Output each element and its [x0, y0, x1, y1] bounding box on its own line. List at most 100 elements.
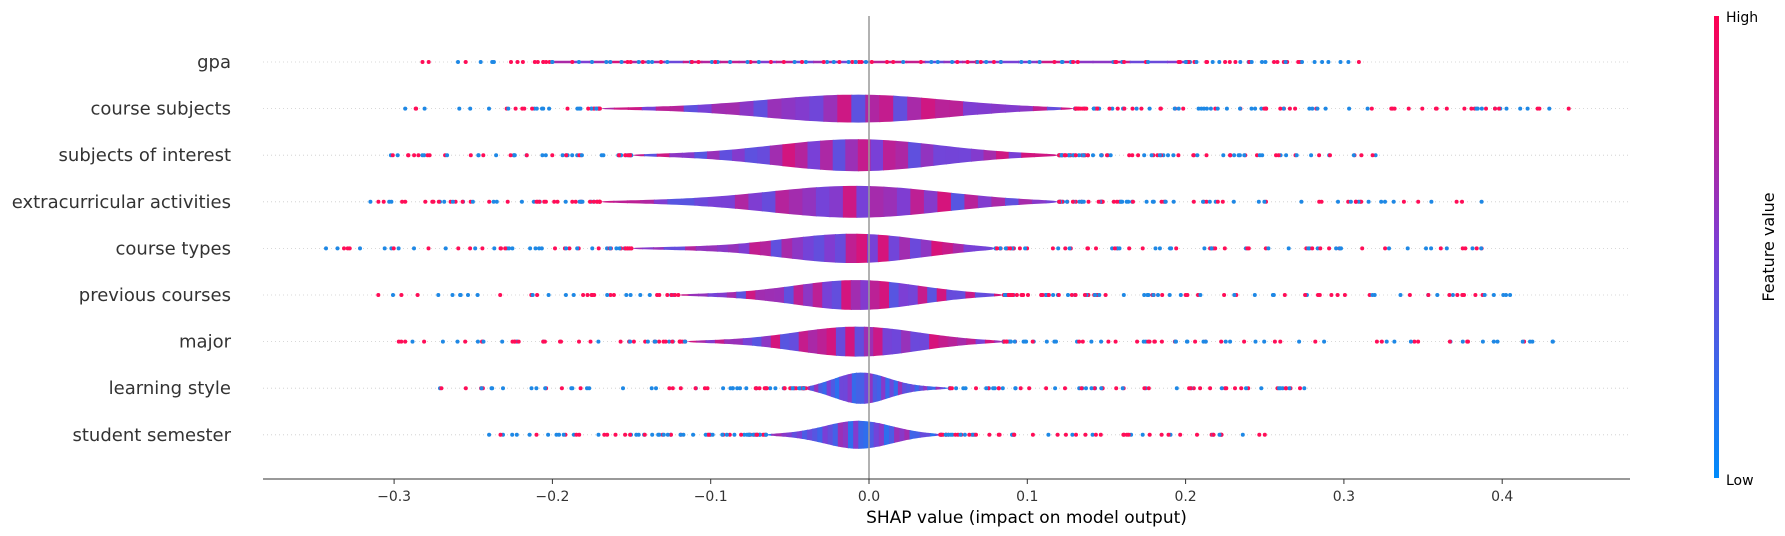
shap-point — [918, 60, 923, 64]
shap-point — [537, 246, 542, 251]
shap-point — [1253, 339, 1258, 344]
shap-point — [1140, 246, 1145, 251]
shap-point — [1056, 246, 1061, 251]
shap-point — [604, 60, 609, 64]
shap-point — [463, 339, 468, 344]
shap-point — [534, 386, 539, 391]
shap-point — [663, 339, 668, 344]
shap-point — [550, 153, 555, 158]
shap-point — [1142, 153, 1147, 158]
shap-point — [412, 153, 417, 158]
shap-point — [560, 153, 565, 158]
shap-point — [533, 246, 538, 251]
shap-point — [1238, 60, 1243, 64]
shap-point — [1315, 106, 1320, 111]
shap-point — [358, 246, 362, 251]
shap-point — [974, 386, 978, 391]
shap-point — [450, 199, 455, 204]
shap-point — [599, 153, 604, 158]
shap-point — [1140, 432, 1145, 437]
shap-point — [1135, 339, 1140, 344]
shap-point — [748, 60, 753, 64]
shap-point — [1287, 386, 1292, 391]
shap-point — [1152, 339, 1157, 344]
shap-point — [657, 339, 662, 344]
shap-point — [1099, 339, 1104, 344]
shap-point — [1326, 60, 1331, 64]
shap-point — [623, 246, 628, 251]
shap-point — [475, 339, 480, 344]
shap-point — [1021, 293, 1026, 297]
feature-label: student semester — [72, 425, 231, 446]
shap-point — [1176, 106, 1181, 111]
shap-point — [974, 432, 978, 437]
shap-point — [1353, 199, 1358, 204]
shap-point — [1283, 386, 1288, 391]
shap-point — [342, 246, 346, 251]
shap-point — [1178, 293, 1183, 297]
shap-point — [1208, 386, 1213, 391]
shap-point — [540, 153, 545, 158]
shap-point — [1217, 60, 1222, 64]
shap-point — [1030, 432, 1035, 437]
shap-point — [1266, 246, 1271, 251]
shap-point — [1158, 106, 1163, 111]
shap-point — [1215, 106, 1220, 111]
shap-point — [1444, 246, 1449, 251]
shap-point — [1183, 60, 1188, 64]
shap-point — [1460, 199, 1464, 204]
shap-point — [901, 60, 906, 64]
shap-point — [1444, 106, 1449, 111]
shap-point — [669, 432, 673, 437]
shap-point — [1508, 293, 1513, 297]
shap-point — [626, 153, 631, 158]
shap-point — [575, 246, 580, 251]
shap-point — [1220, 199, 1225, 204]
shap-point — [1004, 339, 1009, 344]
shap-point — [1178, 432, 1183, 437]
shap-point — [457, 106, 462, 111]
shap-point — [576, 60, 581, 64]
shap-point — [1293, 106, 1298, 111]
shap-point — [1147, 432, 1152, 437]
shap-point — [650, 432, 655, 437]
x-axis-title: SHAP value (impact on model output) — [866, 508, 1187, 528]
shap-point — [347, 246, 352, 251]
shap-point — [510, 246, 515, 251]
shap-point — [578, 386, 583, 391]
shap-point — [1466, 339, 1470, 344]
shap-point — [1227, 60, 1232, 64]
shap-point — [1085, 153, 1090, 158]
shap-point — [439, 386, 444, 391]
shap-point — [586, 106, 591, 111]
shap-point — [1157, 153, 1162, 158]
feature-label: course types — [116, 238, 231, 259]
shap-point — [543, 153, 548, 158]
shap-point — [389, 199, 394, 204]
shap-point — [757, 386, 762, 391]
shap-point — [1480, 339, 1485, 344]
shap-point — [1323, 106, 1328, 111]
shap-point — [1096, 199, 1101, 204]
shap-point — [423, 199, 428, 204]
shap-point — [1438, 246, 1443, 251]
shap-point — [1455, 293, 1460, 297]
shap-point — [636, 60, 641, 64]
shap-point — [1030, 339, 1035, 344]
shap-point — [577, 432, 582, 437]
shap-point — [667, 386, 672, 391]
shap-point — [724, 432, 729, 437]
shap-point — [460, 199, 465, 204]
shap-point — [1195, 432, 1199, 437]
shap-point — [403, 199, 408, 204]
shap-point — [561, 432, 566, 437]
shap-point — [1098, 432, 1103, 437]
shap-point — [1338, 60, 1343, 64]
shap-point — [1174, 246, 1179, 251]
shap-point — [1495, 339, 1500, 344]
shap-point — [1012, 432, 1016, 437]
shap-point — [1089, 339, 1094, 344]
shap-point — [1203, 339, 1208, 344]
shap-point — [410, 339, 415, 344]
shap-point — [1401, 199, 1406, 204]
